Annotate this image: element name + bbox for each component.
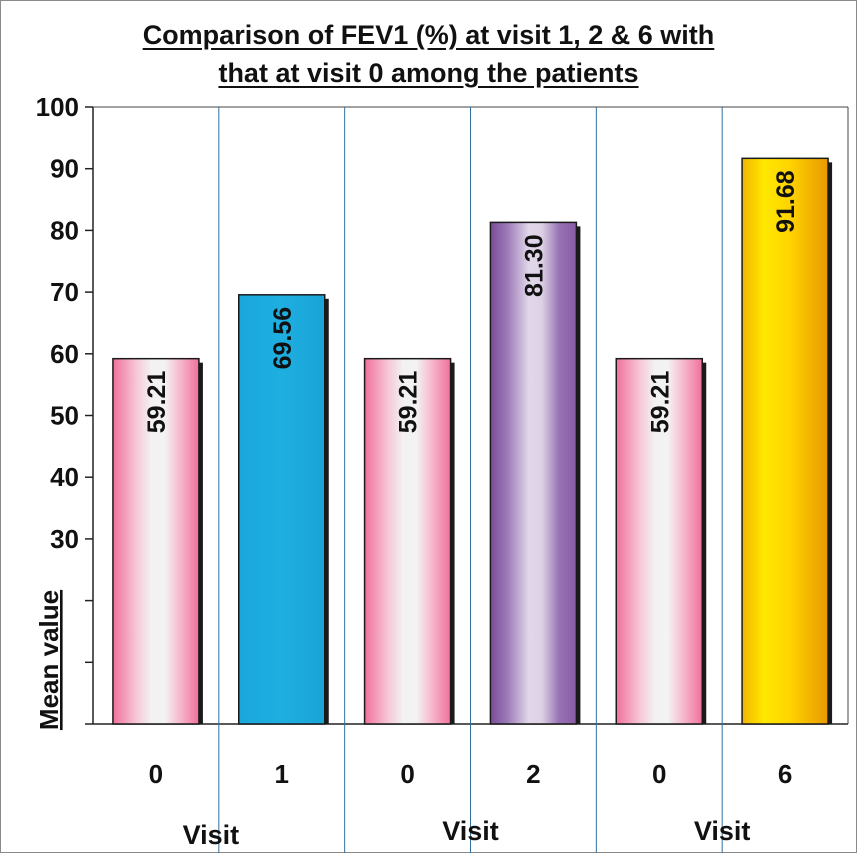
bar-value-label: 59.21 [395,371,423,434]
bar-visit-2 [489,221,578,725]
x-group-label: Visit [442,816,499,846]
y-tick-label: 90 [50,154,79,184]
x-tick-label: 0 [400,759,414,789]
y-tick-label: 80 [50,215,79,245]
chart-title-line-1: Comparison of FEV1 (%) at visit 1, 2 & 6… [142,20,715,50]
y-axis-title: Mean value [34,590,64,730]
bar-value-label: 91.68 [772,170,800,233]
bar-visit-0 [112,357,200,725]
x-tick-label: 2 [526,759,540,789]
chart-title-line-2: that at visit 0 among the patients [218,58,639,88]
bar-value-label: 59.21 [646,371,674,434]
x-tick-label: 1 [275,759,289,789]
bar-visit-1 [238,294,326,725]
bar-visit-6 [741,157,829,725]
y-tick-label: 100 [36,92,79,122]
y-tick-label: 30 [50,524,79,554]
y-tick-label: 70 [50,277,79,307]
y-tick-label: 60 [50,339,79,369]
x-tick-label: 0 [149,759,163,789]
y-tick-label: 40 [50,462,79,492]
y-tick-label: 50 [50,401,79,431]
bar-value-label: 69.56 [269,307,297,370]
x-tick-label: 0 [652,759,666,789]
x-group-label: Visit [694,816,751,846]
bar-value-label: 81.30 [520,234,548,297]
bar-visit-0 [615,357,703,725]
bar-value-label: 59.21 [143,371,171,434]
x-group-label: Visit [183,820,240,850]
x-tick-label: 6 [778,759,792,789]
bar-visit-0 [363,357,452,725]
